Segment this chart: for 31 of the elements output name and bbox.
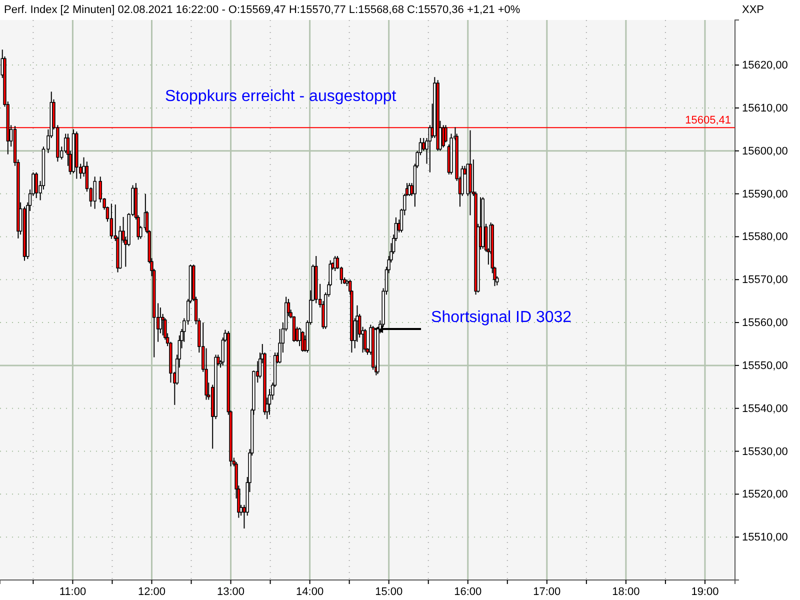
candlestick [422, 138, 426, 152]
y-tick-label: 15550,00 [742, 360, 788, 372]
annotation: Stoppkurs erreicht - ausgestoppt [165, 88, 397, 105]
y-tick-label: 15560,00 [742, 317, 788, 330]
candlestick [364, 328, 367, 352]
y-tick-label: 15530,00 [742, 446, 788, 458]
x-tick-label: 19:00 [691, 586, 719, 598]
y-tick-label: 15580,00 [742, 231, 788, 244]
candlestick [34, 172, 38, 199]
x-tick-label: 17:00 [533, 586, 561, 598]
x-tick-label: 14:00 [296, 586, 324, 598]
y-tick-label: 15600,00 [742, 145, 788, 158]
x-tick-label: 12:00 [138, 586, 166, 598]
y-tick-label: 15610,00 [742, 102, 788, 114]
candlestick [110, 203, 114, 240]
y-tick-label: 15540,00 [742, 402, 788, 415]
x-tick-label: 13:00 [217, 586, 245, 598]
y-tick-label: 15590,00 [742, 188, 788, 200]
y-tick-label: 15620,00 [742, 60, 788, 72]
annotation: Shortsignal ID 3032 [431, 308, 572, 326]
chart-title: Perf. Index [2 Minuten] 02.08.2021 16:22:00 - O:15569,47 H:15570,77 L:15568,68 C:15570,36 +1,21 +0% [4, 4, 520, 16]
text: XXP [742, 4, 764, 16]
x-tick-label: 15:00 [375, 586, 403, 598]
y-tick-label: 15570,00 [742, 274, 788, 286]
candlestick [93, 176, 96, 210]
x-tick-label: 18:00 [612, 586, 640, 598]
x-tick-label: 11:00 [59, 586, 86, 598]
y-tick-label: 15520,00 [742, 488, 788, 501]
ref-line-label: 15605,41 [685, 114, 731, 127]
y-tick-label: 15510,00 [742, 532, 788, 544]
x-tick-label: 16:00 [454, 586, 482, 598]
